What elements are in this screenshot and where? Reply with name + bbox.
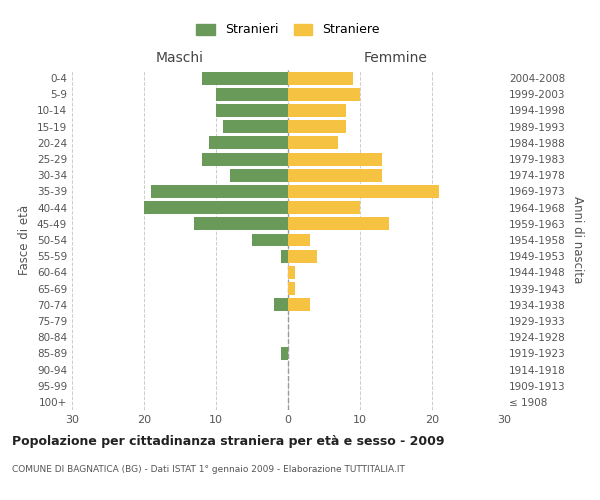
Bar (288, 169, 382, 181)
Bar (144, 201, 288, 214)
Y-axis label: Fasce di età: Fasce di età (19, 205, 31, 275)
Bar (252, 234, 288, 246)
Bar (288, 266, 295, 279)
Bar (288, 218, 389, 230)
Bar (288, 72, 353, 85)
Bar (223, 120, 288, 133)
Bar (202, 72, 288, 85)
Bar (209, 136, 288, 149)
Bar (202, 152, 288, 166)
Bar (230, 169, 288, 181)
Bar (288, 88, 360, 101)
Bar (288, 152, 382, 166)
Bar (288, 201, 360, 214)
Bar (288, 250, 317, 262)
Bar (281, 347, 288, 360)
Legend: Stranieri, Straniere: Stranieri, Straniere (191, 18, 385, 42)
Y-axis label: Anni di nascita: Anni di nascita (571, 196, 584, 284)
Bar (288, 298, 310, 311)
Text: Maschi: Maschi (156, 51, 204, 65)
Bar (194, 218, 288, 230)
Bar (288, 104, 346, 117)
Bar (216, 104, 288, 117)
Bar (151, 185, 288, 198)
Text: Femmine: Femmine (364, 51, 428, 65)
Text: COMUNE DI BAGNATICA (BG) - Dati ISTAT 1° gennaio 2009 - Elaborazione TUTTITALIA.: COMUNE DI BAGNATICA (BG) - Dati ISTAT 1°… (12, 465, 405, 474)
Text: Popolazione per cittadinanza straniera per età e sesso - 2009: Popolazione per cittadinanza straniera p… (12, 435, 445, 448)
Bar (216, 88, 288, 101)
Bar (281, 250, 288, 262)
Bar (288, 234, 310, 246)
Bar (288, 136, 338, 149)
Bar (288, 282, 295, 295)
Bar (288, 120, 346, 133)
Bar (288, 185, 439, 198)
Bar (274, 298, 288, 311)
